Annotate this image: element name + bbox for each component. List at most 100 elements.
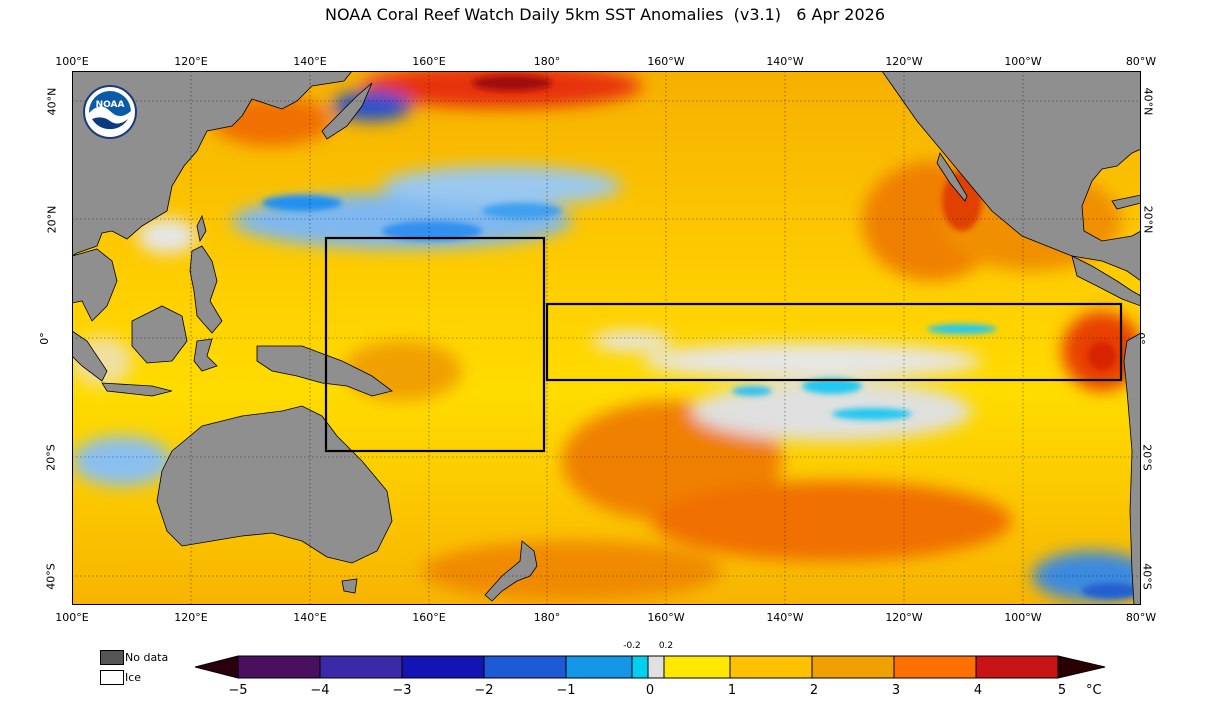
cool-spot (832, 408, 912, 420)
colorbar-segment (730, 656, 812, 678)
warm-spot (1088, 342, 1116, 370)
cool-spot (927, 324, 997, 334)
lon-label-top: 180° (533, 55, 561, 68)
lon-label-bottom: 140°E (293, 611, 327, 624)
colorbar-segment (566, 656, 632, 678)
lat-label-right: 20°N (1141, 205, 1155, 234)
lon-label-bottom: 120°W (885, 611, 923, 624)
lon-label-top: 120°E (174, 55, 208, 68)
neutral-patch (592, 331, 672, 351)
south-america-land (1123, 332, 1141, 605)
neutral-patch (692, 381, 972, 441)
neutral-patch (642, 343, 982, 379)
lon-label-bottom: 120°E (174, 611, 208, 624)
australia-land (156, 405, 393, 564)
cool-spot (262, 195, 342, 211)
lat-label-left: 20°S (44, 444, 58, 471)
noaa-logo: NOAA (83, 85, 137, 139)
lat-label-left: 40°S (44, 563, 58, 590)
indochina-land (72, 248, 118, 322)
japan-land (321, 82, 373, 140)
new-guinea-land (256, 345, 393, 397)
colorbar-tick: −4 (310, 683, 330, 698)
colorbar-segment (894, 656, 976, 678)
lat-label-left: 40°N (45, 87, 59, 116)
colorbar-small-tick: -0.2 (623, 641, 641, 651)
sulawesi-land (193, 338, 218, 372)
lon-label-bottom: 160°W (647, 611, 685, 624)
sst-anomaly-map: NOAA (72, 71, 1141, 605)
north-america-land (881, 71, 1141, 282)
land-masses (72, 71, 1141, 605)
cool-spot (732, 386, 772, 396)
lat-label-right: 40°N (1141, 87, 1155, 116)
cool-spot (1082, 583, 1141, 599)
colorbar-segment (812, 656, 894, 678)
tasmania-land (341, 578, 358, 594)
gridlines (72, 71, 1141, 605)
lon-label-top: 80°W (1125, 55, 1157, 68)
lon-label-top: 140°W (766, 55, 804, 68)
lon-label-bottom: 100°E (55, 611, 89, 624)
colorbar-tick: 1 (727, 683, 737, 698)
lon-label-bottom: 140°W (766, 611, 804, 624)
lat-label-right: 40°S (1140, 563, 1154, 590)
cuba-land (1111, 194, 1141, 210)
lon-label-top: 120°W (885, 55, 923, 68)
nino-box (545, 302, 1123, 382)
colorbar-segment (484, 656, 566, 678)
cool-spot (482, 203, 562, 219)
ice-label: Ice (125, 671, 142, 684)
colorbar-small-tick: 0.2 (658, 641, 674, 651)
lon-label-top: 100°E (55, 55, 89, 68)
taiwan-land (196, 214, 207, 243)
lon-label-top: 140°E (293, 55, 327, 68)
cool-spot (802, 378, 862, 394)
lon-label-top: 160°W (647, 55, 685, 68)
warm-patch (652, 481, 1012, 561)
colorbar-segment (238, 656, 320, 678)
warm-patch (422, 541, 722, 601)
colorbar-tick: −1 (556, 683, 576, 698)
cool-spot (382, 221, 482, 241)
colorbar-tick: 2 (809, 683, 819, 698)
asia-land (72, 71, 353, 257)
colorbar-segment (976, 656, 1058, 678)
borneo-land (131, 305, 188, 364)
lat-label-left: 20°N (45, 205, 59, 234)
warm-spot (472, 75, 552, 91)
colorbar-segment (402, 656, 484, 678)
cool-patch (72, 436, 172, 486)
colorbar-tick: −2 (474, 683, 494, 698)
neutral-patch (137, 218, 197, 254)
java-land (101, 382, 173, 397)
colorbar-tick: 4 (973, 683, 983, 698)
colorbar (195, 655, 1106, 679)
sumatra-land (72, 330, 108, 382)
colorbar-tick: 5 (1057, 683, 1067, 698)
lat-label-left: 0° (37, 332, 51, 345)
philippines-land (189, 245, 223, 334)
lon-label-bottom: 100°W (1004, 611, 1042, 624)
colorbar-segment (320, 656, 402, 678)
lon-label-bottom: 80°W (1125, 611, 1157, 624)
colorbar-tick: −5 (228, 683, 248, 698)
lon-label-bottom: 180° (533, 611, 561, 624)
lon-label-top: 100°W (1004, 55, 1042, 68)
colorbar-segment (632, 656, 648, 678)
map-title: NOAA Coral Reef Watch Daily 5km SST Anom… (324, 5, 886, 24)
lon-label-bottom: 160°E (412, 611, 446, 624)
cool-patch (382, 166, 622, 206)
no-data-label: No data (125, 651, 169, 664)
colorbar-tick: 3 (891, 683, 901, 698)
lat-label-right: 20°S (1140, 444, 1154, 471)
svg-text:NOAA: NOAA (96, 100, 125, 110)
ice-swatch (100, 670, 124, 685)
lon-label-top: 160°E (412, 55, 446, 68)
new-zealand-land (484, 540, 538, 602)
colorbar-left-arrow (195, 655, 239, 679)
colorbar-segment (664, 656, 730, 678)
colorbar-right-arrow (1057, 655, 1106, 679)
baja-land (936, 152, 968, 202)
no-data-swatch (100, 650, 124, 665)
